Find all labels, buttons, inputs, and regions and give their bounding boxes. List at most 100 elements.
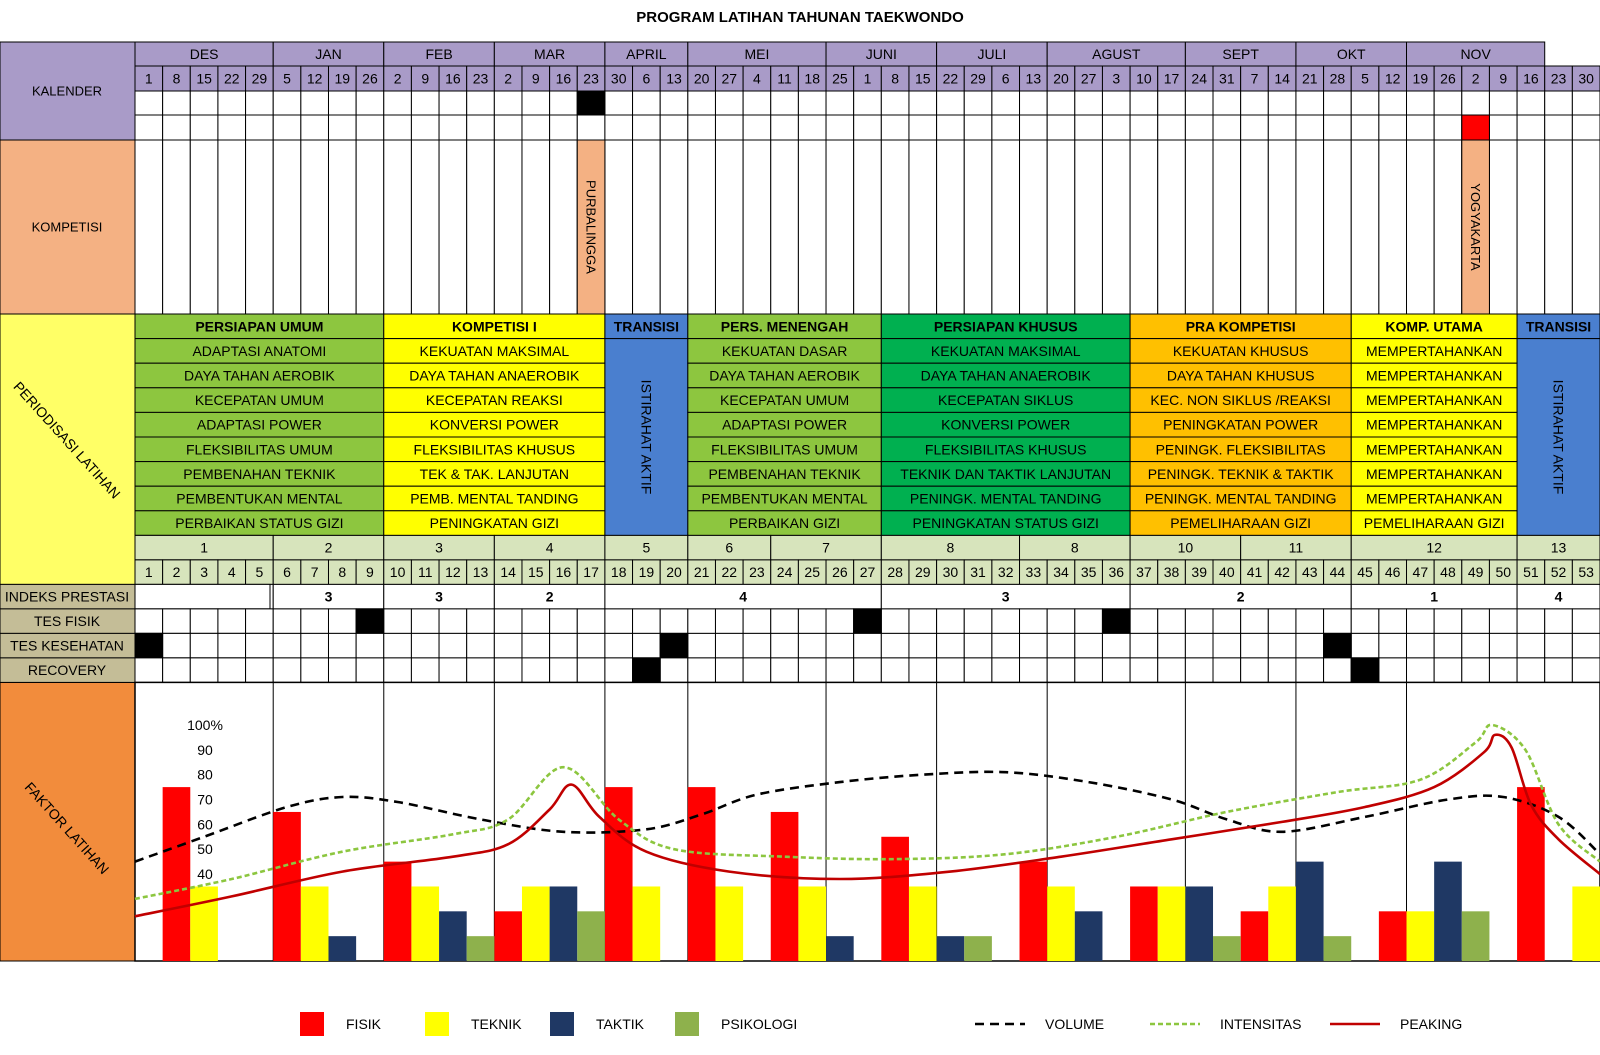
nasional-cell bbox=[714, 114, 744, 141]
siklus-mikro-value: 44 bbox=[1330, 564, 1346, 580]
tes-kesehatan-mark bbox=[659, 632, 689, 659]
tanggal-value: 6 bbox=[642, 71, 650, 87]
siklus-makro-cell bbox=[604, 534, 689, 561]
phase-item: MEMPERTAHANKAN bbox=[1366, 343, 1502, 359]
siklus-mikro-value: 34 bbox=[1053, 564, 1069, 580]
indeks-prestasi-value: 3 bbox=[325, 589, 333, 605]
siklus-makro-value: 6 bbox=[725, 540, 733, 556]
recovery-cell bbox=[355, 657, 385, 683]
nasional-cell bbox=[825, 114, 855, 141]
tes-fisik-cell bbox=[217, 608, 247, 634]
tanggal-value: 12 bbox=[307, 71, 323, 87]
phase-item-cell bbox=[383, 461, 606, 487]
recovery-label-cell bbox=[0, 657, 136, 683]
phase-item: KEKUATAN DASAR bbox=[722, 343, 848, 359]
recovery-cell bbox=[604, 657, 634, 683]
tanggal-value: 19 bbox=[335, 71, 351, 87]
tanggal-value: 8 bbox=[891, 71, 899, 87]
nasional-cell bbox=[963, 114, 993, 141]
tes-kesehatan-cell bbox=[410, 632, 440, 659]
siklus-mikro-cell bbox=[659, 559, 689, 585]
kompetisi-cell bbox=[659, 139, 689, 315]
siklus-mikro-value: 25 bbox=[804, 564, 820, 580]
month-label: NOV bbox=[1460, 46, 1491, 62]
recovery-cell bbox=[1212, 657, 1242, 683]
siklus-mikro-cell bbox=[410, 559, 440, 585]
phase-rest-cell bbox=[604, 338, 689, 536]
tes-kesehatan-cell bbox=[908, 632, 938, 659]
siklus-makro-cell bbox=[1240, 534, 1352, 561]
daerah-cell bbox=[217, 90, 247, 116]
tes-kesehatan-cell bbox=[632, 632, 661, 659]
recovery-cell bbox=[327, 657, 357, 683]
siklus-mikro-value: 37 bbox=[1136, 564, 1152, 580]
daerah-cell bbox=[797, 90, 827, 116]
kompetisi-cell bbox=[1323, 139, 1352, 315]
tes-fisik-cell bbox=[632, 608, 661, 634]
tes-fisik-cell bbox=[687, 608, 716, 634]
kompetisi-cell bbox=[908, 139, 938, 315]
siklus-mikro-value: 40 bbox=[1219, 564, 1235, 580]
daerah-cell bbox=[963, 90, 993, 116]
bar-teknik bbox=[715, 886, 744, 961]
daerah-cell bbox=[1212, 90, 1242, 116]
tanggal-value: 11 bbox=[777, 71, 792, 87]
bar-taktik bbox=[936, 936, 965, 961]
phase-item: FLEKSIBILITAS KHUSUS bbox=[925, 441, 1087, 457]
tanggal-cell bbox=[189, 65, 219, 92]
daerah-cell bbox=[1129, 90, 1159, 116]
tanggal-value: 2 bbox=[394, 71, 402, 87]
recovery-cell bbox=[245, 657, 274, 683]
tes-fisik-mark bbox=[853, 608, 882, 634]
daerah-cell bbox=[742, 90, 772, 116]
y-tick-label: 90 bbox=[197, 742, 213, 758]
month-cell bbox=[687, 41, 827, 67]
tanggal-cell bbox=[936, 65, 965, 92]
phase-item: KEC. NON SIKLUS /REAKSI bbox=[1150, 392, 1331, 408]
tes-fisik-cell bbox=[272, 608, 302, 634]
bar-taktik bbox=[1295, 861, 1324, 961]
nasional-cell bbox=[410, 114, 440, 141]
tanggal-cell bbox=[1488, 65, 1518, 92]
tes-kesehatan-cell bbox=[272, 632, 302, 659]
recovery-cell bbox=[853, 657, 882, 683]
siklus-mikro-value: 32 bbox=[998, 564, 1014, 580]
phase-item-cell bbox=[1350, 411, 1518, 438]
kompetisi-cell bbox=[880, 139, 910, 315]
nasional-cell bbox=[245, 114, 274, 141]
legend-label: VOLUME bbox=[1045, 1016, 1104, 1032]
tanggal-value: 28 bbox=[1330, 71, 1346, 87]
bar-fisik bbox=[1378, 911, 1407, 961]
tes-kesehatan-cell bbox=[438, 632, 468, 659]
phase-name: TRANSISI bbox=[614, 318, 679, 334]
kompetisi-place: PURBALINGGA bbox=[584, 180, 599, 274]
tes-fisik-cell bbox=[466, 608, 495, 634]
tes-kesehatan-cell bbox=[1295, 632, 1325, 659]
tes-kesehatan-cell bbox=[604, 632, 634, 659]
phase-item-cell bbox=[134, 338, 385, 364]
daerah-cell bbox=[1267, 90, 1297, 116]
siklus-mikro-cell bbox=[521, 559, 551, 585]
kompetisi-label: KOMPETISI bbox=[32, 220, 103, 235]
tes-kesehatan-cell bbox=[1461, 632, 1490, 659]
daerah-cell bbox=[1516, 90, 1546, 116]
tes-kesehatan-cell bbox=[1378, 632, 1408, 659]
nasional-cell bbox=[1074, 114, 1103, 141]
legend-swatch-taktik bbox=[550, 1012, 574, 1036]
tes-fisik-cell bbox=[383, 608, 412, 634]
tanggal-cell bbox=[327, 65, 357, 92]
tes-kesehatan-cell bbox=[1516, 632, 1546, 659]
phase-item-cell bbox=[1129, 510, 1352, 536]
phase-item-cell bbox=[1129, 387, 1352, 413]
kompetisi-cell bbox=[549, 139, 578, 315]
kompetisi-cell bbox=[1295, 139, 1325, 315]
recovery-cell bbox=[742, 657, 772, 683]
nasional-cell bbox=[383, 114, 412, 141]
phase-item: MEMPERTAHANKAN bbox=[1366, 417, 1502, 433]
nasional-cell bbox=[1378, 114, 1408, 141]
phase-item: MEMPERTAHANKAN bbox=[1366, 441, 1502, 457]
phase-item-cell bbox=[880, 387, 1131, 413]
nasional-cell bbox=[659, 114, 689, 141]
kompetisi-cell bbox=[272, 139, 302, 315]
kompetisi-cell bbox=[991, 139, 1021, 315]
